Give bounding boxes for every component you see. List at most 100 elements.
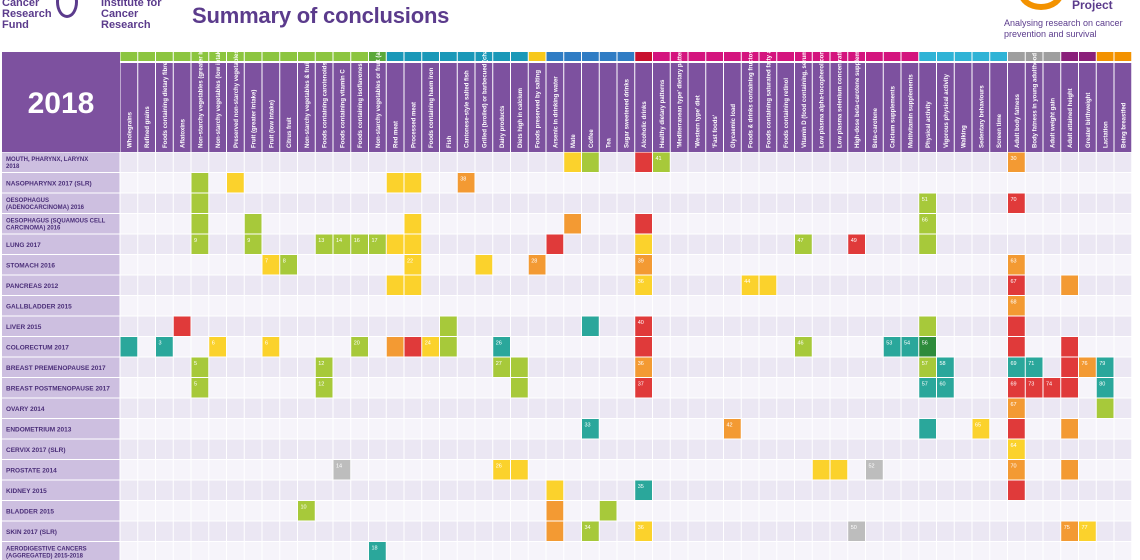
evidence-cell[interactable] — [457, 173, 475, 193]
evidence-cell[interactable] — [1061, 460, 1078, 480]
evidence-cell[interactable] — [582, 521, 599, 542]
evidence-cell[interactable] — [830, 460, 848, 480]
evidence-cell[interactable] — [280, 255, 297, 275]
evidence-cell[interactable] — [635, 234, 652, 255]
evidence-cell[interactable] — [1008, 357, 1025, 378]
evidence-cell[interactable] — [635, 275, 652, 296]
evidence-cell[interactable] — [795, 337, 812, 357]
evidence-cell[interactable] — [404, 214, 422, 234]
evidence-cell[interactable] — [511, 460, 528, 480]
evidence-cell[interactable] — [528, 255, 546, 275]
evidence-cell[interactable] — [227, 173, 244, 193]
evidence-cell[interactable] — [1079, 521, 1096, 542]
evidence-cell[interactable] — [1008, 255, 1025, 275]
evidence-cell[interactable] — [1061, 521, 1078, 542]
evidence-cell[interactable] — [635, 480, 652, 501]
evidence-cell[interactable] — [298, 501, 315, 521]
evidence-cell[interactable] — [937, 357, 954, 378]
evidence-cell[interactable] — [1096, 357, 1114, 378]
evidence-cell[interactable] — [262, 337, 280, 357]
evidence-cell[interactable] — [173, 316, 191, 337]
evidence-cell[interactable] — [582, 316, 599, 337]
evidence-cell[interactable] — [635, 378, 652, 398]
evidence-cell[interactable] — [635, 357, 652, 378]
evidence-cell[interactable] — [795, 234, 812, 255]
evidence-cell[interactable] — [1043, 378, 1061, 398]
evidence-cell[interactable] — [404, 337, 422, 357]
evidence-cell[interactable] — [315, 378, 333, 398]
evidence-cell[interactable] — [812, 460, 830, 480]
evidence-cell[interactable] — [653, 152, 670, 173]
evidence-cell[interactable] — [244, 234, 262, 255]
evidence-cell[interactable] — [493, 357, 510, 378]
evidence-cell[interactable] — [724, 419, 741, 439]
evidence-cell[interactable] — [191, 193, 209, 214]
evidence-cell[interactable] — [333, 234, 351, 255]
evidence-cell[interactable] — [511, 378, 528, 398]
evidence-cell[interactable] — [404, 234, 422, 255]
evidence-cell[interactable] — [919, 378, 936, 398]
evidence-cell[interactable] — [440, 316, 457, 337]
evidence-cell[interactable] — [635, 316, 652, 337]
evidence-cell[interactable] — [333, 460, 351, 480]
evidence-cell[interactable] — [635, 337, 652, 357]
evidence-cell[interactable] — [1079, 357, 1096, 378]
evidence-cell[interactable] — [848, 234, 865, 255]
evidence-cell[interactable] — [901, 337, 919, 357]
evidence-cell[interactable] — [191, 173, 209, 193]
evidence-cell[interactable] — [635, 214, 652, 234]
evidence-cell[interactable] — [440, 337, 457, 357]
evidence-cell[interactable] — [741, 275, 759, 296]
evidence-cell[interactable] — [866, 460, 883, 480]
evidence-cell[interactable] — [1061, 337, 1078, 357]
evidence-cell[interactable] — [191, 214, 209, 234]
evidence-cell[interactable] — [546, 480, 564, 501]
evidence-cell[interactable] — [1025, 357, 1043, 378]
evidence-cell[interactable] — [386, 337, 404, 357]
evidence-cell[interactable] — [1008, 275, 1025, 296]
evidence-cell[interactable] — [582, 152, 599, 173]
evidence-cell[interactable] — [1008, 337, 1025, 357]
evidence-cell[interactable] — [475, 255, 493, 275]
evidence-cell[interactable] — [599, 501, 617, 521]
evidence-cell[interactable] — [191, 378, 209, 398]
evidence-cell[interactable] — [1061, 275, 1078, 296]
evidence-cell[interactable] — [191, 234, 209, 255]
evidence-cell[interactable] — [404, 255, 422, 275]
evidence-cell[interactable] — [351, 337, 368, 357]
evidence-cell[interactable] — [404, 173, 422, 193]
evidence-cell[interactable] — [1008, 316, 1025, 337]
evidence-cell[interactable] — [1096, 398, 1114, 419]
evidence-cell[interactable] — [546, 521, 564, 542]
evidence-cell[interactable] — [1008, 152, 1025, 173]
evidence-cell[interactable] — [1061, 357, 1078, 378]
evidence-cell[interactable] — [883, 337, 901, 357]
evidence-cell[interactable] — [493, 460, 510, 480]
evidence-cell[interactable] — [1008, 193, 1025, 214]
evidence-cell[interactable] — [1096, 378, 1114, 398]
evidence-cell[interactable] — [1061, 378, 1078, 398]
evidence-cell[interactable] — [564, 214, 581, 234]
evidence-cell[interactable] — [546, 501, 564, 521]
evidence-cell[interactable] — [919, 214, 936, 234]
evidence-cell[interactable] — [582, 419, 599, 439]
evidence-cell[interactable] — [919, 357, 936, 378]
evidence-cell[interactable] — [262, 255, 280, 275]
evidence-cell[interactable] — [972, 419, 990, 439]
evidence-cell[interactable] — [386, 173, 404, 193]
evidence-cell[interactable] — [919, 337, 936, 357]
evidence-cell[interactable] — [120, 337, 138, 357]
evidence-cell[interactable] — [315, 234, 333, 255]
evidence-cell[interactable] — [1025, 378, 1043, 398]
evidence-cell[interactable] — [369, 542, 386, 560]
evidence-cell[interactable] — [404, 275, 422, 296]
evidence-cell[interactable] — [937, 378, 954, 398]
evidence-cell[interactable] — [209, 337, 226, 357]
evidence-cell[interactable] — [315, 357, 333, 378]
evidence-cell[interactable] — [564, 152, 581, 173]
evidence-cell[interactable] — [759, 275, 777, 296]
evidence-cell[interactable] — [919, 234, 936, 255]
evidence-cell[interactable] — [1008, 419, 1025, 439]
evidence-cell[interactable] — [511, 357, 528, 378]
evidence-cell[interactable] — [546, 234, 564, 255]
